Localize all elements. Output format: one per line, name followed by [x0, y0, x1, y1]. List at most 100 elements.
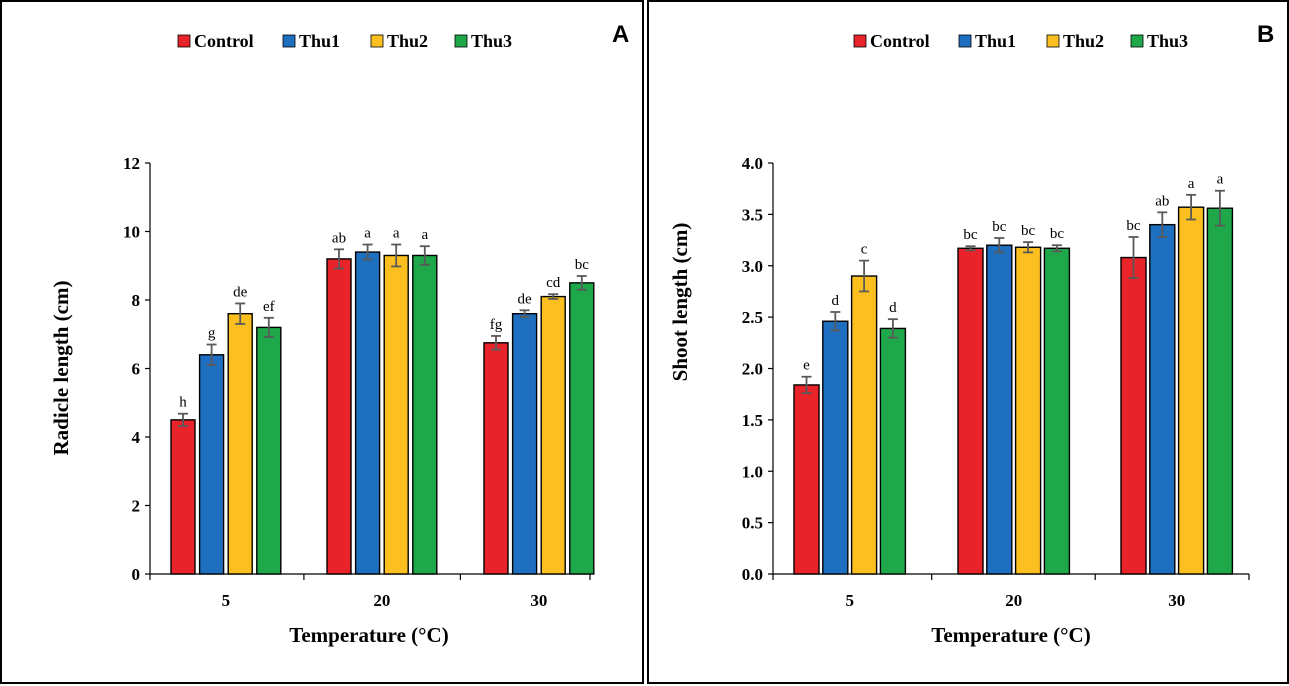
significance-label: bc [963, 227, 978, 243]
bar-thu2-20 [1014, 246, 1042, 575]
plot-area-b: 0.00.51.01.52.02.53.03.54.05 20 30ebcbcdbc… [742, 154, 1250, 610]
significance-label: a [1188, 176, 1195, 192]
x-axis-title-b: Temperature (°C) [931, 623, 1090, 647]
significance-label: bc [1126, 218, 1141, 234]
panel-letter-a: A [612, 21, 629, 48]
legend-b: Control Thu1 Thu2 Thu3 [853, 31, 1188, 51]
x-tick-label: 20 [1005, 591, 1022, 610]
bar-thu1-30 [1149, 223, 1176, 575]
bar-control-5 [170, 419, 196, 575]
significance-label: de [518, 291, 533, 307]
significance-label: de [233, 284, 248, 300]
bar-thu2-30 [1177, 206, 1205, 575]
bar-control-30 [483, 342, 509, 575]
bar-thu3-20 [1043, 247, 1071, 575]
plot-area-a: 0 2 4 6 8 10 12 5 20 30 h ab fg g a de de a cd ef a bc [123, 154, 595, 610]
y-tick-label: 4 [132, 428, 141, 447]
significance-label: bc [1050, 226, 1065, 242]
legend-swatch-thu3 [1130, 34, 1144, 48]
legend-swatch-thu1 [282, 34, 296, 48]
legend-swatch-thu2 [1046, 34, 1060, 48]
chart-b-svg: Control Thu1 Thu2 Thu3 B 0.0 0.5 1.0 1.5 2.0 2.5… [668, 21, 1274, 647]
bar-thu2-30 [540, 295, 566, 575]
panel-letter-b: B [1257, 21, 1274, 48]
chart-a-svg: Control Thu1 Thu2 Thu3 A 0 2 4 6 8 10 12 5 20 30 h ab f… [49, 21, 629, 647]
legend-label-thu2: Thu2 [387, 31, 428, 51]
y-tick-label: 2.5 [742, 308, 763, 327]
chart-panel-a: Control Thu1 Thu2 Thu3 A 0 2 4 6 8 10 12 5 20 30 h ab f… [0, 0, 644, 684]
bar-control-20 [326, 258, 352, 575]
y-axis-title-b: Shoot length (cm) [668, 223, 692, 382]
chart-panel-b: Control Thu1 Thu2 Thu3 B 0.0 0.5 1.0 1.5 2.0 2.5… [647, 0, 1289, 684]
bar-thu3-5 [879, 327, 907, 575]
y-tick-label: 1.0 [742, 462, 763, 481]
bar-control-5 [793, 384, 820, 575]
x-tick-label: 5 [845, 591, 854, 610]
bar-control-30 [1120, 256, 1147, 575]
bar-thu2-5 [227, 313, 253, 575]
significance-label: h [179, 395, 187, 411]
x-tick-label: 30 [1168, 591, 1185, 610]
significance-label: ab [332, 230, 346, 246]
significance-label: c [861, 242, 868, 258]
y-tick-label: 12 [123, 154, 140, 173]
y-tick-label: 2.0 [742, 360, 763, 379]
legend-label-thu1: Thu1 [299, 31, 340, 51]
significance-label: a [1217, 172, 1224, 188]
legend-label-thu3: Thu3 [471, 31, 512, 51]
significance-label: fg [490, 317, 503, 333]
x-tick-label: 20 [373, 591, 390, 610]
significance-label: d [889, 300, 897, 316]
significance-label: d [832, 293, 840, 309]
legend-label-thu2: Thu2 [1063, 31, 1104, 51]
legend-label-control: Control [194, 31, 254, 51]
significance-label: a [393, 226, 400, 242]
significance-label: a [421, 227, 428, 243]
y-axis-title-a: Radicle length (cm) [49, 281, 73, 456]
x-tick-label: 5 [222, 591, 231, 610]
y-tick-label: 3.0 [742, 257, 763, 276]
legend-swatch-control [177, 34, 191, 48]
y-tick-label: 2 [132, 497, 141, 516]
legend-a: Control Thu1 Thu2 Thu3 [177, 31, 512, 51]
significance-label: ab [1155, 193, 1169, 209]
bar-thu2-20 [383, 254, 409, 575]
significance-label: bc [1021, 223, 1036, 239]
bar-thu1-20 [354, 251, 381, 575]
y-tick-label: 8 [132, 291, 141, 310]
bar-thu1-5 [822, 320, 849, 575]
legend-label-control: Control [870, 31, 930, 51]
y-tick-label: 10 [123, 223, 140, 242]
legend-label-thu1: Thu1 [975, 31, 1016, 51]
bar-thu1-30 [511, 313, 538, 575]
y-tick-label: 1.5 [742, 411, 763, 430]
x-axis-title-a: Temperature (°C) [289, 623, 448, 647]
significance-label: cd [546, 275, 561, 291]
bar-thu1-20 [986, 244, 1013, 575]
significance-label: bc [575, 257, 590, 273]
bar-thu3-20 [412, 254, 438, 575]
legend-label-thu3: Thu3 [1147, 31, 1188, 51]
y-tick-label: 0.0 [742, 565, 763, 584]
legend-swatch-thu3 [454, 34, 468, 48]
y-tick-label: 6 [132, 360, 141, 379]
significance-label: e [803, 358, 810, 374]
significance-label: a [364, 226, 371, 242]
significance-label: g [208, 326, 216, 342]
bar-thu1-5 [198, 354, 225, 575]
legend-swatch-thu2 [370, 34, 384, 48]
legend-swatch-thu1 [958, 34, 972, 48]
bar-thu3-30 [569, 282, 595, 575]
bar-thu3-5 [256, 326, 282, 575]
y-tick-label: 0.5 [742, 514, 763, 533]
y-tick-label: 4.0 [742, 154, 763, 173]
x-tick-label: 30 [530, 591, 547, 610]
bar-thu2-5 [850, 275, 878, 575]
significance-label: bc [992, 219, 1007, 235]
bar-control-20 [957, 247, 984, 575]
y-tick-label: 0 [132, 565, 141, 584]
bar-thu3-30 [1206, 207, 1234, 575]
significance-label: ef [263, 299, 275, 315]
legend-swatch-control [853, 34, 867, 48]
y-tick-label: 3.5 [742, 205, 763, 224]
